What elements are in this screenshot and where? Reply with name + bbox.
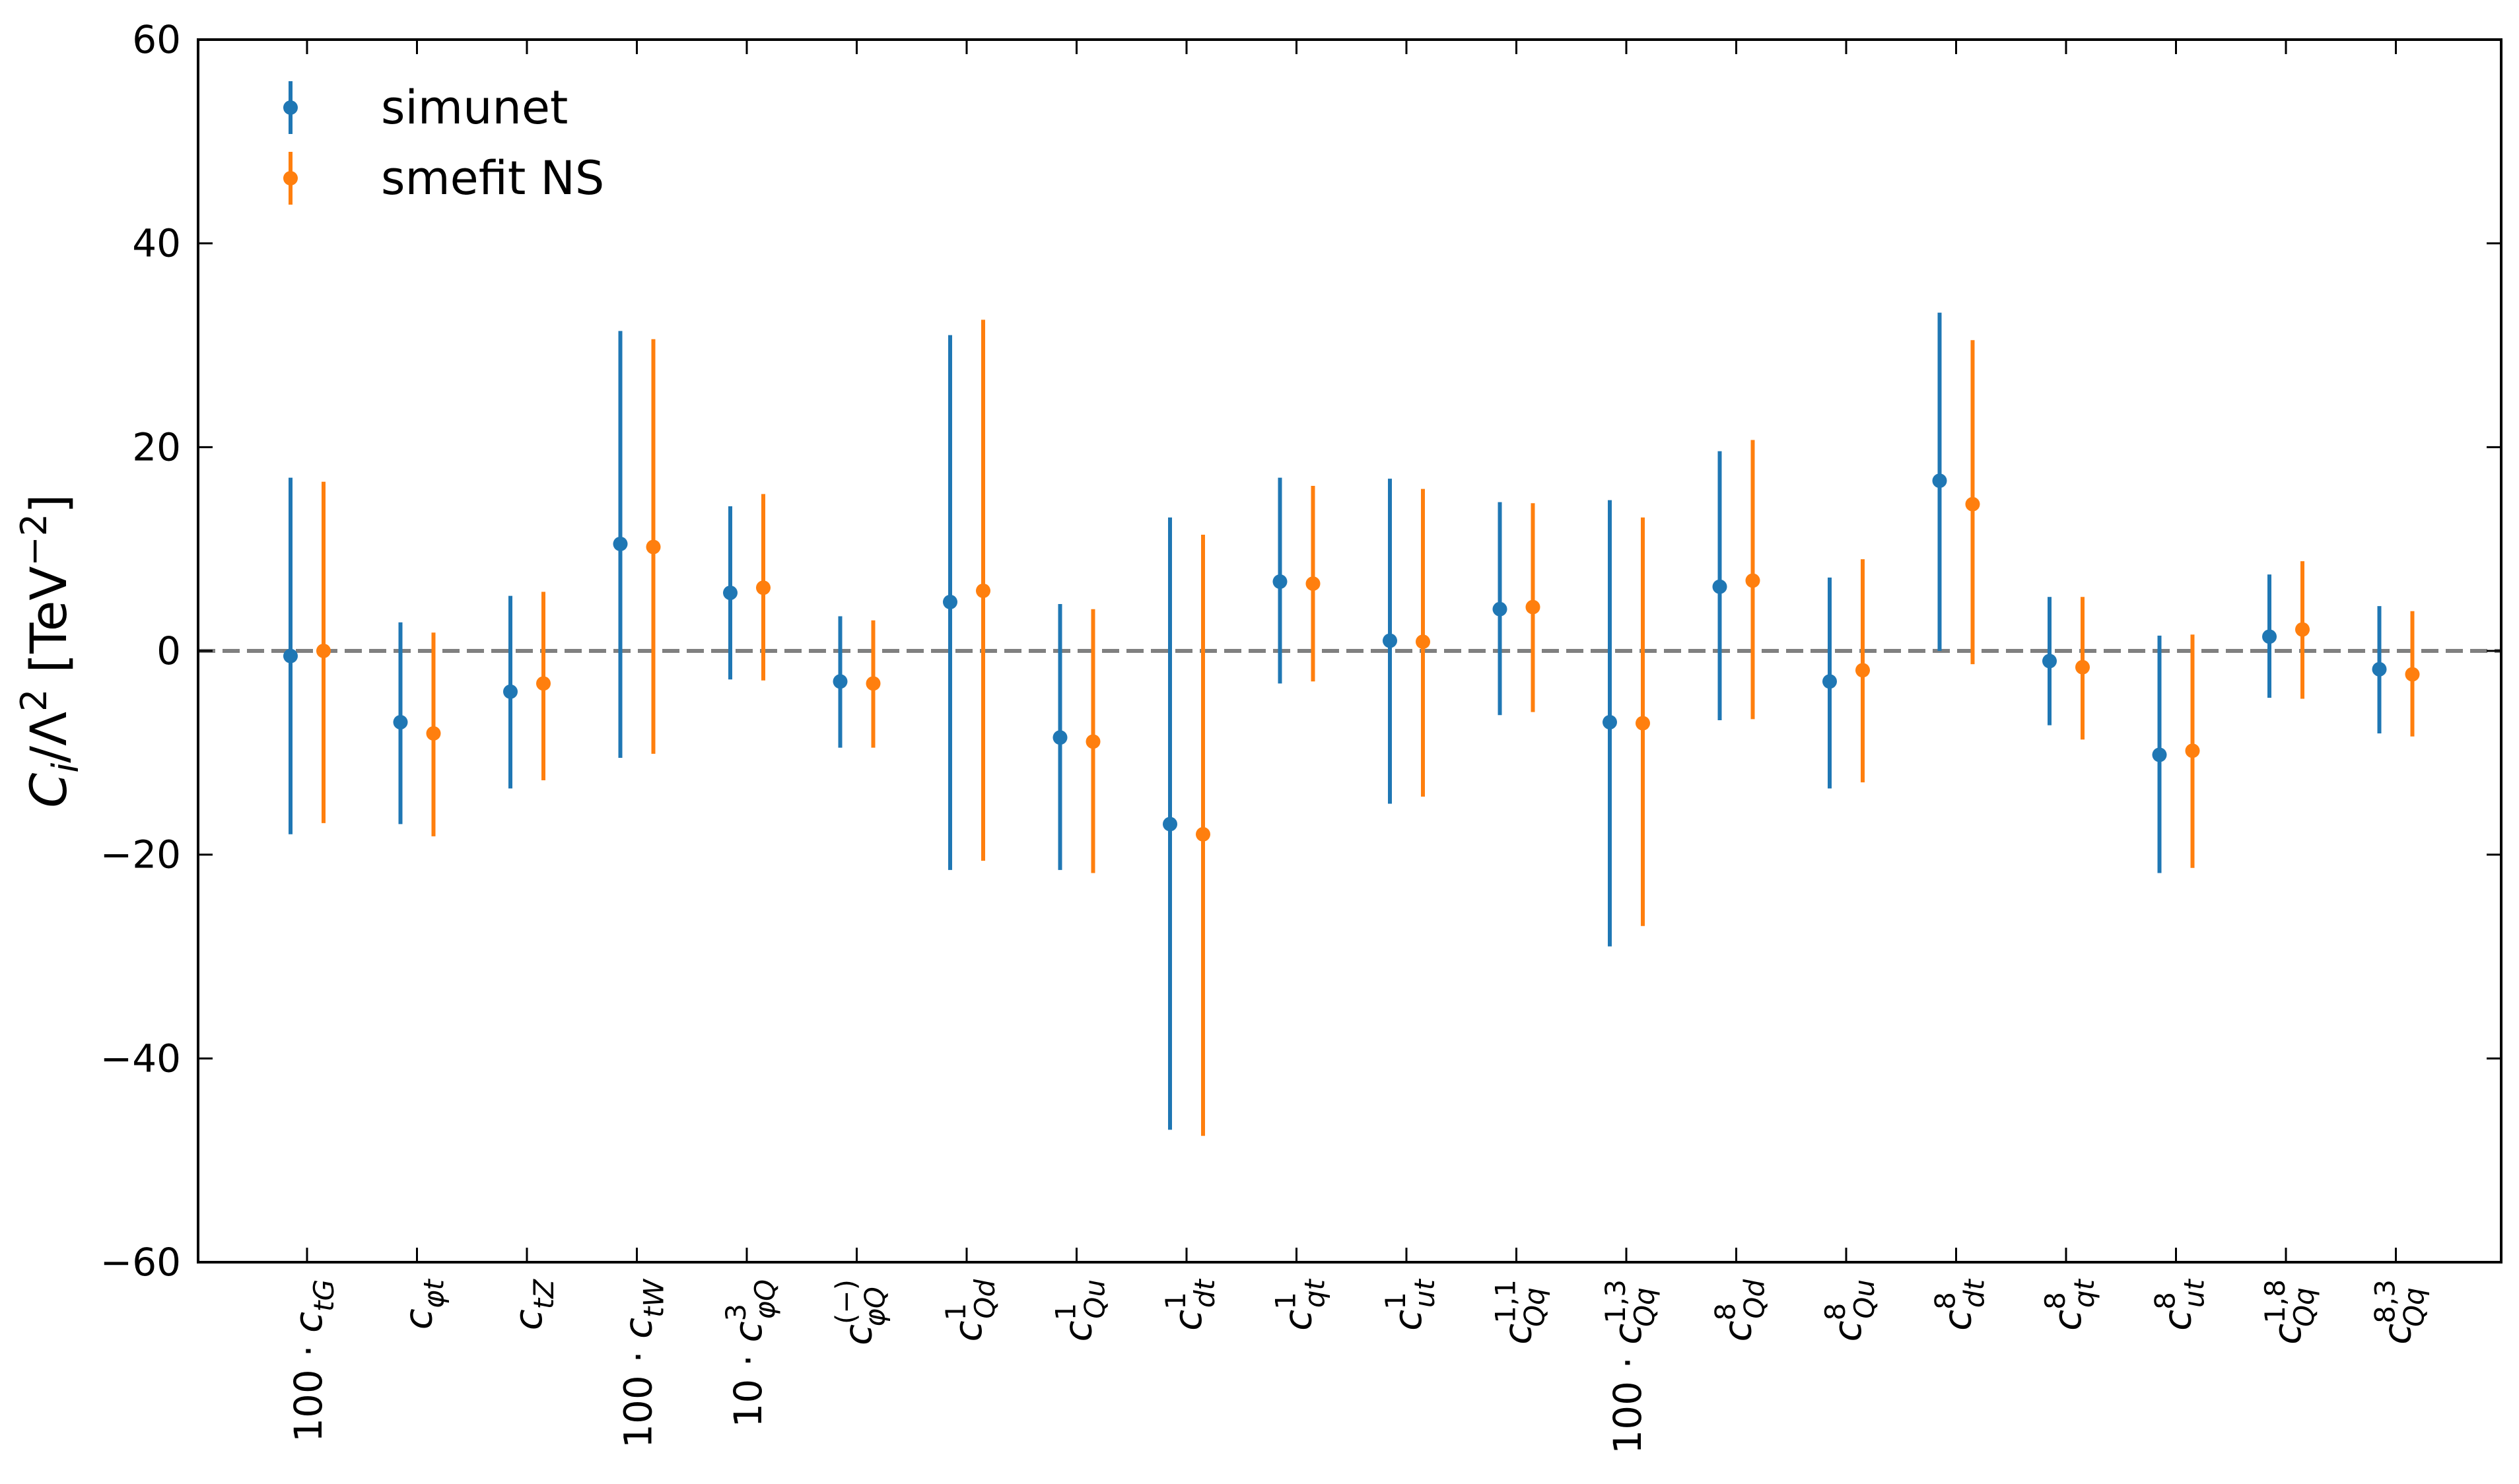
y-tick-label: −20 [100,832,181,877]
x-category-label: c8,3Qq [2369,1279,2431,1345]
x-category-label: cφt [396,1278,450,1330]
point-simunet [1932,473,1947,489]
point-smefit [536,676,551,691]
point-smefit [2185,743,2200,759]
y-tick-label: 40 [132,221,181,266]
point-simunet [1712,579,1727,594]
point-simunet [2152,747,2167,762]
x-category-labels-layer: 100 · ctG cφt ctZ 100 · ctW 10 · c3φQ c(−)φQ c… [286,40,2431,1454]
y-tick-label: −60 [100,1240,181,1285]
point-simunet [2372,661,2387,677]
point-simunet [1383,633,1397,648]
point-smefit [1305,576,1321,591]
x-category-label: c1,1Qq [1490,1279,1551,1345]
point-smefit [1086,734,1101,749]
legend-label-simunet: simunet [381,81,568,135]
point-simunet [1052,730,1068,745]
legend-marker-dot-smefit [283,171,298,186]
x-category-label: c1Qd [940,1279,1001,1342]
y-tick-label: 0 [156,628,181,673]
y-axis-label: Ci/Λ2 [TeV−2] [13,494,86,807]
y-tick-label: 20 [132,424,181,469]
x-category-label: c8Qu [1819,1279,1881,1341]
x-category-label: c1Qu [1050,1279,1111,1341]
x-category-label: 100 · ctG [286,1279,340,1442]
x-category-label: 10 · c3φQ [720,1279,781,1428]
point-simunet [613,536,628,551]
point-smefit [1196,826,1210,842]
x-category-label: 100 · ctW [616,1279,670,1448]
point-simunet [943,594,957,609]
point-simunet [1492,601,1507,617]
point-smefit [866,676,881,691]
point-smefit [1965,496,1980,512]
x-category-label: c1ut [1379,1278,1441,1330]
legend-marker-dot-simunet [283,100,298,115]
point-smefit [316,644,331,658]
point-simunet [1163,817,1177,832]
point-smefit [1636,716,1650,731]
point-smefit [1416,634,1430,650]
point-smefit [1855,663,1870,678]
x-category-label: ctZ [506,1279,560,1330]
errorbars-layer [283,312,2420,1136]
point-simunet [1822,674,1837,689]
x-category-label: c1dt [1159,1278,1221,1330]
point-smefit [2295,622,2310,637]
point-smefit [2075,659,2090,675]
x-category-label: c8dt [1929,1278,1991,1330]
point-simunet [2042,654,2057,669]
x-category-label: c8ut [2149,1278,2211,1330]
point-smefit [976,583,990,598]
y-tick-label: 60 [132,17,181,62]
point-smefit [756,580,771,595]
x-category-label: 100 · c1,3Qq [1599,1279,1661,1454]
x-category-label: c8Qd [1709,1279,1771,1342]
x-category-label: c8qt [2039,1278,2100,1330]
x-category-label: c1,8Qq [2259,1279,2320,1345]
y-ticks-layer: −60 −40 −20 0 20 40 60 [100,17,2501,1285]
point-smefit [2405,667,2420,682]
point-simunet [1603,715,1617,730]
point-simunet [393,715,408,730]
point-simunet [283,648,298,663]
point-smefit [1745,573,1760,588]
point-smefit [426,726,441,741]
point-simunet [723,586,738,601]
point-simunet [1272,574,1288,590]
y-tick-label: −40 [100,1036,181,1081]
point-simunet [503,684,518,699]
x-category-label: c1qt [1270,1278,1331,1330]
x-category-label: c(−)φQ [830,1279,891,1345]
point-smefit [646,539,661,555]
legend: simunet smefit NS [283,81,604,205]
point-smefit [1525,599,1540,615]
legend-label-smefit: smefit NS [381,151,604,205]
point-simunet [2262,629,2277,644]
point-simunet [833,674,848,689]
